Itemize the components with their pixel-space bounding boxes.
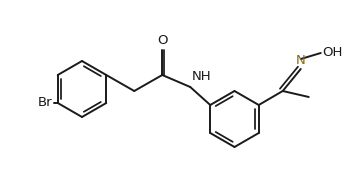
Text: Br: Br	[38, 96, 53, 109]
Text: OH: OH	[323, 45, 343, 59]
Text: N: N	[296, 54, 306, 67]
Text: NH: NH	[192, 70, 212, 83]
Text: O: O	[157, 34, 167, 47]
